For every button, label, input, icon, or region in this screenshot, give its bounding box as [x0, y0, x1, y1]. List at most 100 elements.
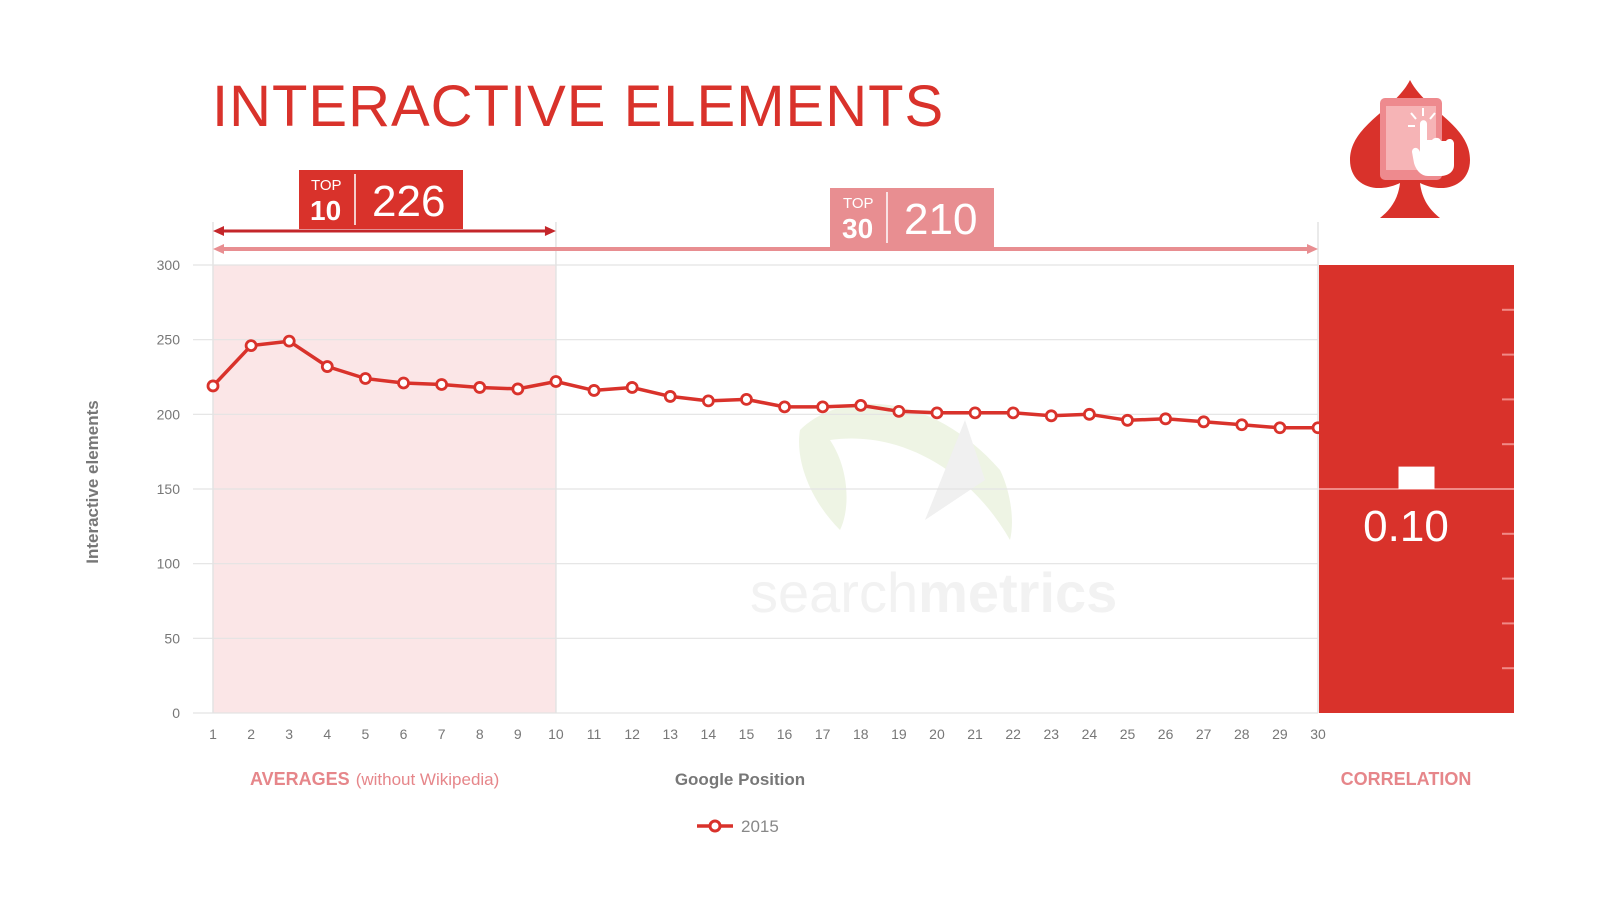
- x-tick-label: 23: [1043, 726, 1059, 742]
- x-tick-label: 7: [438, 726, 446, 742]
- top30-badge-top: TOP: [843, 195, 874, 212]
- x-tick-label: 13: [662, 726, 678, 742]
- data-point: [1082, 407, 1096, 421]
- x-tick-label: 3: [285, 726, 293, 742]
- x-tick-label: 5: [362, 726, 370, 742]
- data-point: [397, 376, 410, 390]
- y-axis-title: Interactive elements: [83, 400, 102, 563]
- y-tick-label: 200: [157, 406, 181, 422]
- y-tick-label: 300: [157, 257, 181, 273]
- top30-badge-bg: [830, 188, 994, 247]
- x-tick-label: 18: [853, 726, 869, 742]
- data-point: [1197, 415, 1211, 429]
- x-tick-label: 15: [739, 726, 755, 742]
- x-tick-label: 28: [1234, 726, 1250, 742]
- data-point: [587, 384, 601, 397]
- averages-sublabel: (without Wikipedia): [356, 770, 500, 789]
- data-point: [359, 372, 372, 385]
- searchmetrics-watermark: searchmetrics: [750, 403, 1117, 624]
- x-tick-label: 16: [777, 726, 793, 742]
- data-point: [1235, 418, 1249, 432]
- x-tick-labels: 1 2 3 4 5 6 7 8 9 10 11 12 13 14 15 16 17 18 19 20 21 22 23 24 2…: [209, 726, 1326, 742]
- top10-badge-bg: [299, 170, 463, 229]
- data-point: [740, 392, 753, 406]
- data-point: [511, 382, 525, 396]
- data-point: [1006, 406, 1020, 420]
- x-tick-label: 6: [400, 726, 408, 742]
- top10-badge-top: TOP: [311, 177, 342, 194]
- data-point: [320, 360, 334, 373]
- correlation-value: 0.10: [1363, 502, 1449, 551]
- data-point: [1044, 409, 1058, 423]
- legend-series-2015: 2015: [741, 817, 779, 836]
- y-tick-label: 0: [172, 705, 180, 721]
- data-point: [663, 390, 677, 403]
- chart-title: INTERACTIVE ELEMENTS: [212, 74, 944, 139]
- data-point: [1273, 421, 1287, 435]
- y-tick-label: 50: [164, 630, 180, 646]
- spade-touch-icon: [1350, 80, 1470, 218]
- legend: 2015: [697, 817, 779, 836]
- x-tick-label: 4: [323, 726, 331, 742]
- correlation-panel: 0.10: [1319, 265, 1514, 713]
- data-point: [625, 381, 639, 394]
- top10-badge-value: 226: [372, 177, 445, 226]
- averages-label: AVERAGES: [250, 769, 350, 789]
- legend-marker-swatch: [708, 819, 722, 833]
- x-tick-label: 11: [587, 726, 602, 742]
- x-tick-label: 29: [1272, 726, 1288, 742]
- data-point: [854, 398, 868, 412]
- x-axis-title: Google Position: [675, 770, 805, 789]
- y-tick-label: 100: [157, 556, 181, 572]
- top30-badge: TOP 30 210: [830, 188, 994, 247]
- y-tick-label: 250: [157, 332, 181, 348]
- data-point: [435, 378, 449, 391]
- x-tick-label: 24: [1082, 726, 1098, 742]
- data-point: [473, 381, 487, 394]
- correlation-label: CORRELATION: [1341, 769, 1472, 789]
- x-tick-label: 8: [476, 726, 484, 742]
- data-point: [244, 339, 258, 353]
- x-tick-label: 12: [624, 726, 640, 742]
- x-tick-label: 30: [1310, 726, 1326, 742]
- x-tick-label: 26: [1158, 726, 1174, 742]
- x-tick-label: 20: [929, 726, 945, 742]
- data-point: [778, 400, 791, 414]
- x-tick-label: 2: [247, 726, 255, 742]
- top30-badge-num: 30: [842, 213, 873, 244]
- data-point: [1159, 412, 1172, 426]
- x-tick-label: 14: [701, 726, 717, 742]
- x-tick-label: 19: [891, 726, 907, 742]
- x-tick-label: 17: [815, 726, 831, 742]
- data-point: [968, 406, 982, 420]
- x-tick-label: 25: [1120, 726, 1136, 742]
- data-point: [892, 404, 906, 418]
- series-2015-points: [206, 334, 1325, 435]
- top30-badge-value: 210: [904, 195, 977, 244]
- x-tick-label: 27: [1196, 726, 1212, 742]
- data-point: [206, 379, 220, 393]
- averages-label-group: AVERAGES (without Wikipedia): [250, 769, 499, 789]
- top10-range-arrow: [213, 226, 556, 236]
- correlation-bar: [1398, 466, 1435, 489]
- x-tick-label: 10: [548, 726, 564, 742]
- data-point: [701, 394, 715, 408]
- x-tick-label: 1: [209, 726, 217, 742]
- top10-badge-num: 10: [310, 195, 341, 226]
- x-tick-label: 21: [967, 726, 983, 742]
- top10-badge: TOP 10 226: [299, 170, 463, 229]
- data-point: [549, 375, 563, 388]
- x-tick-label: 22: [1005, 726, 1021, 742]
- grid-lines: [193, 264, 1318, 714]
- data-point: [1121, 413, 1134, 427]
- y-tick-labels: 0 50 100 150 200 250 300: [157, 257, 181, 721]
- x-tick-label: 9: [514, 726, 522, 742]
- data-point: [282, 334, 296, 348]
- data-point: [816, 400, 830, 414]
- watermark-text: searchmetrics: [750, 561, 1117, 624]
- data-point: [930, 406, 944, 420]
- y-tick-label: 150: [157, 481, 181, 497]
- top30-range-arrow: [213, 244, 1318, 254]
